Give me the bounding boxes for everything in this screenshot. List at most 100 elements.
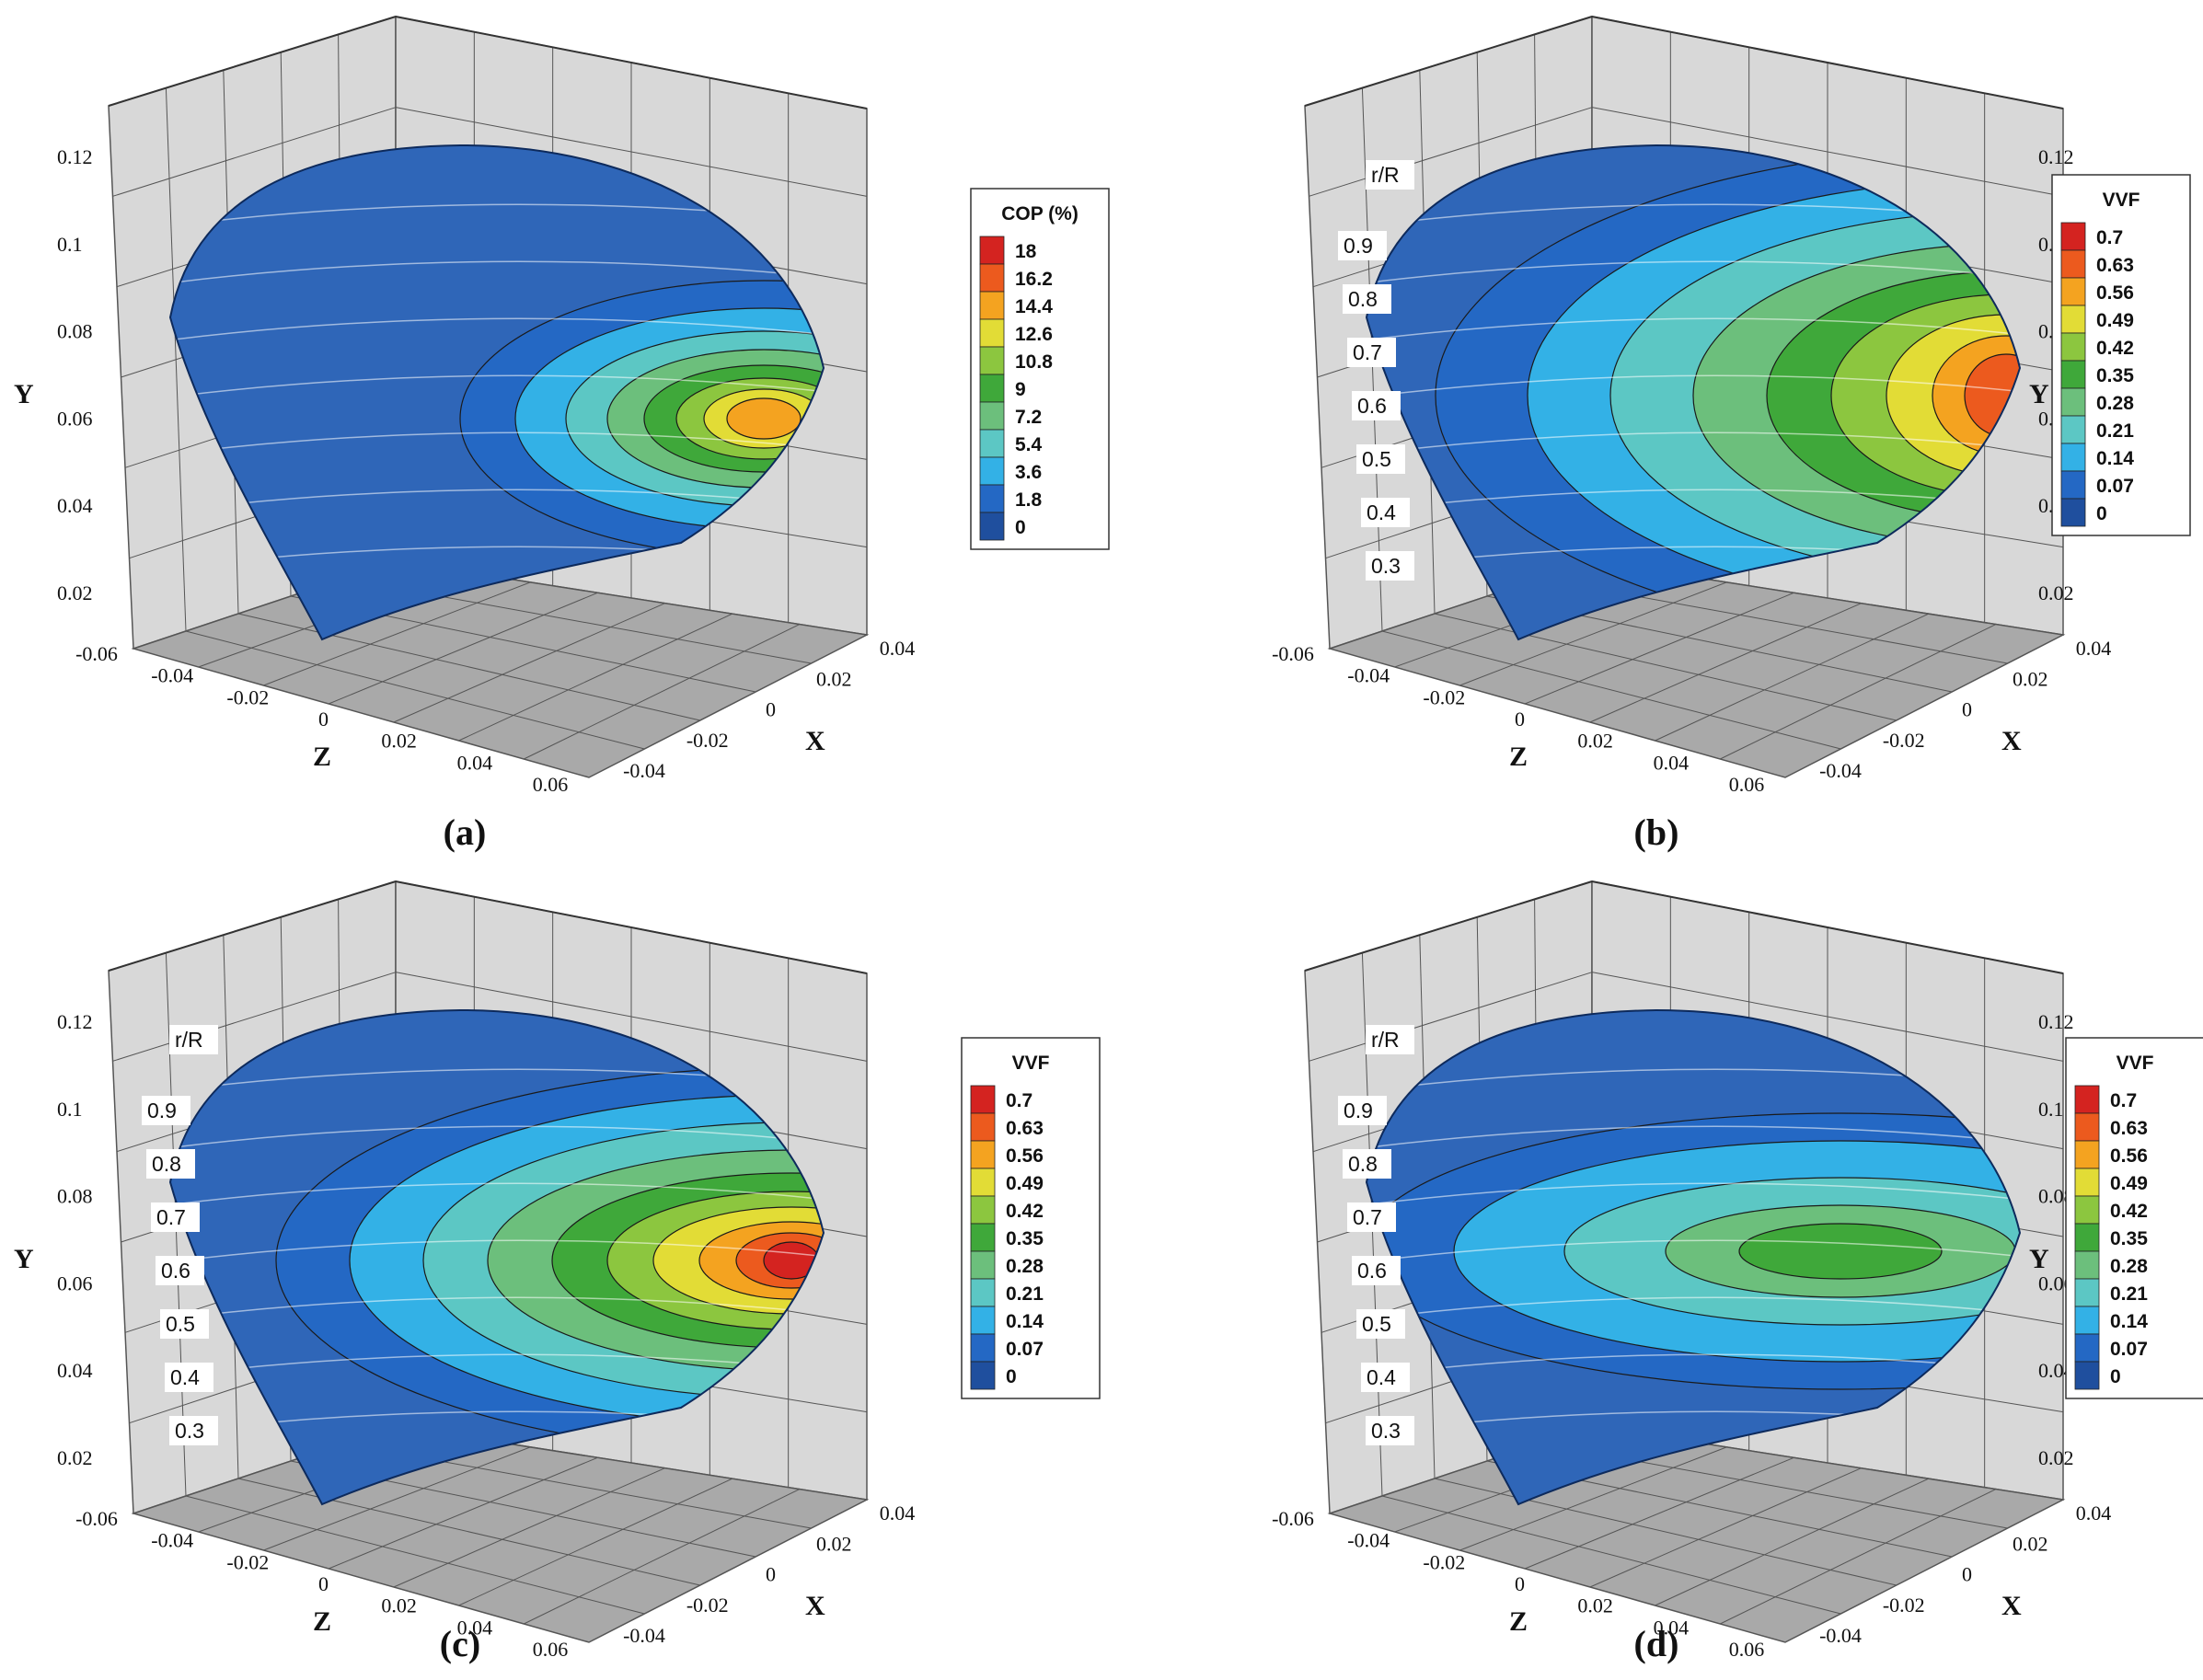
contour-group [1367,146,2020,639]
label-box [1338,1096,1387,1125]
grid-line [263,581,531,686]
grid-line [458,1478,732,1606]
grid-line [1459,1446,1727,1551]
panel-label: (a) [444,811,487,853]
legend-swatch [2074,1333,2100,1363]
radial-value: 0.9 [1344,234,1373,258]
legend-level-label: 0.7 [2110,1090,2137,1111]
label-box [142,1096,190,1125]
legend-level-label: 7.2 [1015,407,1042,428]
radial-value: 0.7 [156,1205,186,1229]
z-tick-label: -0.06 [1272,1507,1314,1530]
x-tick-label: -0.04 [1819,759,1862,782]
grid-line [524,624,801,760]
legend-level-label: 0 [2110,1366,2121,1387]
x-tick-label: 0.02 [816,1532,852,1555]
legend-swatch [2060,443,2086,472]
legend-swatch [2074,1195,2100,1225]
legend-swatch [979,291,1005,320]
grid-line [1459,581,1727,686]
radial-value: 0.5 [166,1312,195,1336]
legend-swatch [2074,1168,2100,1197]
box-edge [395,880,868,974]
radial-line [170,260,824,288]
radial-line [1367,432,2020,459]
contour-band [1738,1223,1943,1280]
legend-swatch [2074,1278,2100,1307]
y-tick-label: 0.08 [57,1185,93,1208]
legend-level-label: 5.4 [1015,434,1043,455]
legend-swatch [979,263,1005,293]
radial-title: r/R [1371,1028,1400,1052]
legend-swatch [2060,249,2086,279]
label-box [1366,160,1414,190]
radial-value: 0.7 [1353,1205,1382,1229]
x-tick-label: 0.02 [2013,1532,2048,1555]
y-tick-label: 0.12 [57,1010,93,1033]
grid-line [1524,592,1794,705]
panel-c: r/R 0.9 0.8 0.7 0.6 0.5 0.4 0.3 -0.06 -0.04 -0.02 0… [14,880,1101,1664]
grid-line [1381,630,1841,750]
grid-line [393,1467,665,1588]
radial-value: 0.6 [1357,1259,1387,1283]
z-tick-label: 0 [1515,1572,1525,1595]
y-axis-title: Y [2029,1244,2049,1274]
legend-level-label: 12.6 [1015,324,1053,345]
label-box [1366,551,1414,581]
z-tick-label: 0 [318,708,329,731]
y-tick-label: 0.04 [57,494,93,517]
y-tick-label: 0.02 [57,1446,93,1469]
grid-line [1589,1467,1862,1588]
legend-swatch [970,1195,996,1225]
legend-swatch [970,1361,996,1390]
legend-level-label: 0.28 [2110,1256,2148,1277]
legend-swatch [970,1112,996,1142]
legend-title: COP (%) [1001,203,1078,224]
label-box [1356,444,1405,474]
y-tick-label: 0.12 [57,145,93,168]
radial-value: 0.6 [1357,394,1387,418]
x-tick-label: -0.04 [623,1624,665,1647]
radial-value: 0.8 [1348,1152,1378,1176]
label-box [151,1202,200,1232]
x-tick-label: 0.04 [2076,1502,2112,1525]
legend-level-label: 0.14 [1006,1311,1044,1332]
grid-line [165,87,187,632]
z-tick-label: 0 [318,1572,329,1595]
label-box [169,1025,218,1054]
y-axis-title: Y [2029,379,2049,409]
panel-label: (c) [440,1623,480,1664]
panel-a: -0.06 -0.04 -0.02 0 0.02 0.04 0.06 Z -0.04 -0.02 0… [14,15,1110,853]
y-tick-label: 0.1 [2038,1098,2064,1121]
legend-swatch [970,1333,996,1363]
panel-d: r/R 0.9 0.8 0.7 0.6 0.5 0.4 0.3 -0.06 -0.04 -0.02 0… [1272,880,2203,1664]
label-box [1361,1363,1410,1392]
legend-level-label: 0.28 [1006,1256,1044,1277]
box-edge [1304,880,1593,972]
z-tick-label: 0.02 [1577,730,1613,753]
radial-value: 0.5 [1362,1312,1391,1336]
legend-level-label: 9 [1015,379,1026,400]
legend-swatch [970,1278,996,1307]
radial-line [1367,1239,2020,1267]
radial-value: 0.9 [1344,1099,1373,1122]
grid-line [112,107,397,197]
legend-level-label: 3.6 [1015,462,1042,483]
x-tick-label: 0 [1962,1563,1972,1586]
contour-group [170,203,824,573]
legend-level-label: 0.49 [2096,310,2134,331]
grid-line [237,613,700,721]
legend-level-label: 0.42 [2110,1201,2148,1222]
legend-swatch [2060,470,2086,500]
legend-swatch [2074,1223,2100,1252]
z-tick-label: -0.06 [75,1507,118,1530]
z-tick-label: 0.06 [533,1638,569,1661]
z-tick-label: 0.04 [1654,1616,1690,1639]
legend-level-label: 0.07 [2096,476,2134,497]
legend-swatch [2074,1085,2100,1114]
legend-level-label: 14.4 [1015,296,1053,317]
legend-level-label: 0.42 [1006,1201,1044,1222]
y-tick-label: 0.02 [2038,1446,2074,1469]
legend-swatch [970,1168,996,1197]
z-tick-label: 0.04 [457,751,493,774]
